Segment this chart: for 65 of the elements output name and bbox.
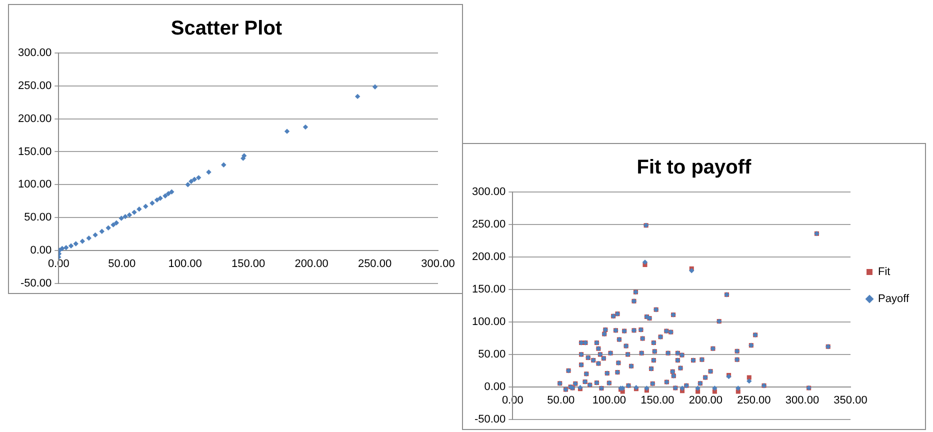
point [196,175,202,180]
chart-title: Scatter Plot [170,18,282,40]
x-tick-label: 350.00 [834,394,868,407]
y-tick-label: 100.00 [472,316,506,328]
point [99,228,104,234]
x-tick-label: 150.00 [640,394,674,407]
y-tick-label: 300.00 [472,186,506,198]
point [150,200,155,206]
point [206,170,212,175]
y-tick-label: 100.00 [18,178,52,191]
point [92,232,98,238]
point [284,128,290,134]
point [73,241,78,246]
x-tick-label: 250.00 [737,394,771,407]
x-tick-label: 300.00 [785,394,820,407]
point [122,214,128,220]
point [126,212,132,218]
x-tick-label: 100.00 [168,258,202,270]
y-tick-label: 250.00 [472,218,506,231]
point [354,94,360,100]
point [86,236,92,241]
point [80,238,86,244]
x-tick-label: 50.00 [108,258,136,270]
point [58,248,62,253]
y-tick-label: 0.00 [484,380,506,393]
y-tick-label: -50.00 [474,413,506,426]
legend-label: Payoff [878,293,910,306]
y-tick-label: 50.00 [24,212,52,224]
y-tick-label: 150.00 [472,283,506,296]
y-tick-label: 150.00 [18,146,52,158]
point [221,162,226,168]
x-tick-label: 300.00 [421,258,455,270]
point [114,220,120,226]
y-tick-label: 0.00 [30,244,52,257]
point [68,243,74,248]
point [302,124,308,130]
point [118,216,124,221]
point [132,210,137,215]
x-tick-label: 150.00 [231,258,266,270]
point [192,176,198,182]
y-tick-label: 250.00 [18,80,52,92]
y-tick-label: 200.00 [18,112,52,125]
point [162,193,168,198]
point [158,196,163,201]
y-tick-label: -50.00 [20,277,52,290]
point [188,178,194,184]
point [136,206,142,212]
point [154,197,160,203]
x-tick-label: 200.00 [688,394,723,407]
point [169,189,174,194]
legend-label: Fit [878,266,890,278]
chart-title: Fit to payoff [636,156,752,179]
x-tick-label: 50.00 [547,394,575,407]
y-tick-label: 50.00 [478,348,506,360]
x-tick-label: 250.00 [358,258,392,270]
point [372,84,378,90]
x-tick-label: 200.00 [294,258,328,270]
point [143,204,148,209]
x-tick-label: 100.00 [592,394,626,407]
point [185,182,190,188]
point [106,225,111,230]
point [110,222,116,228]
y-tick-label: 300.00 [18,47,52,60]
point [64,245,69,250]
point [166,191,172,196]
